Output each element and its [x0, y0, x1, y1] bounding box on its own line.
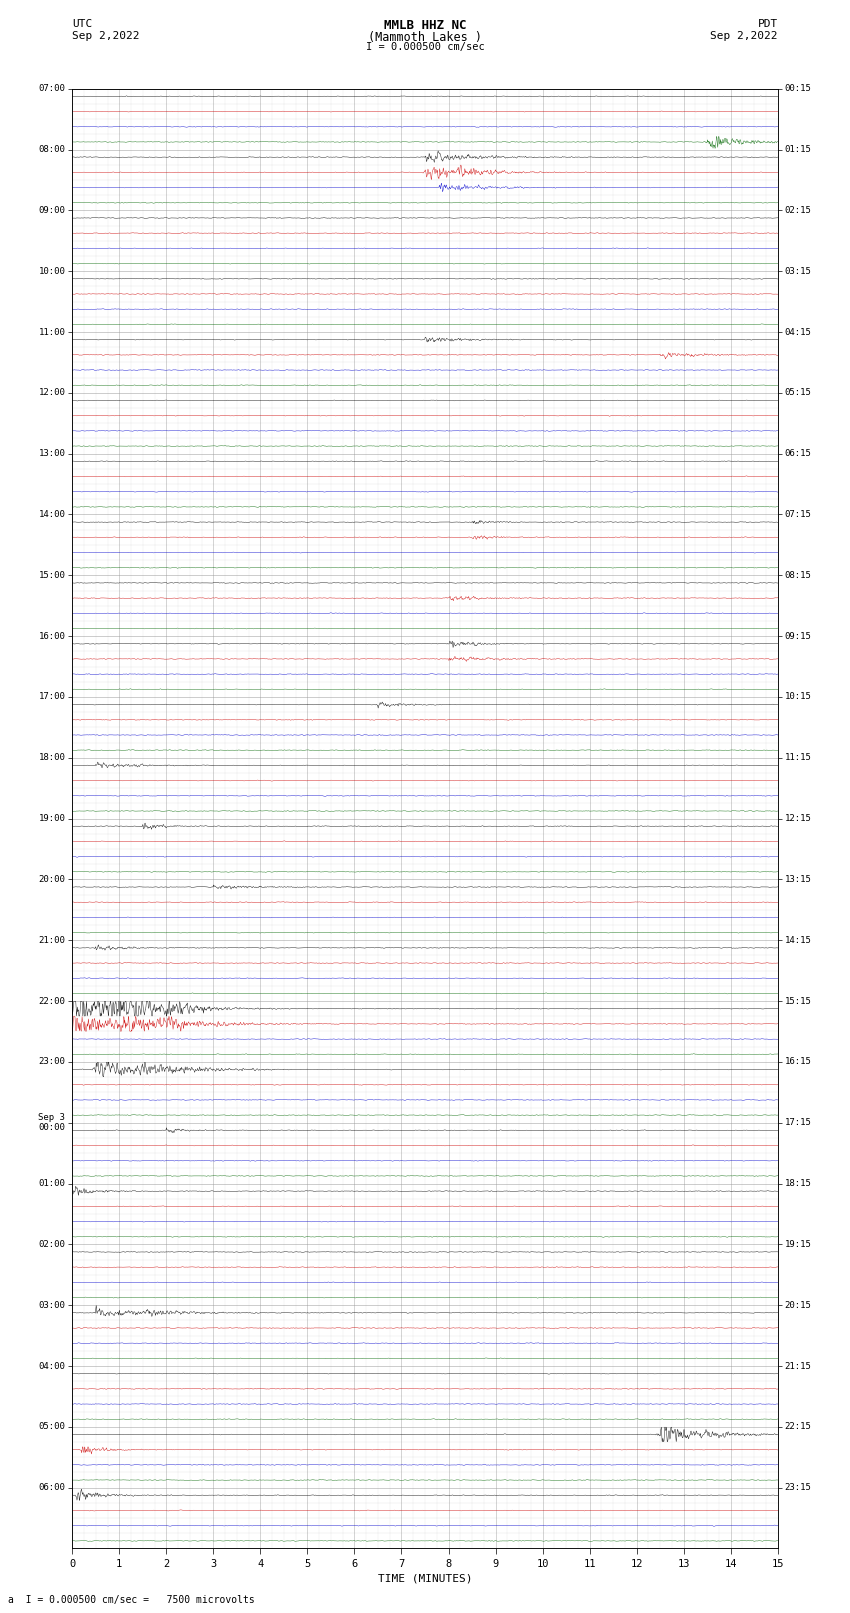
- Text: PDT: PDT: [757, 19, 778, 29]
- Text: MMLB HHZ NC: MMLB HHZ NC: [383, 19, 467, 32]
- Text: I = 0.000500 cm/sec: I = 0.000500 cm/sec: [366, 42, 484, 52]
- X-axis label: TIME (MINUTES): TIME (MINUTES): [377, 1573, 473, 1582]
- Text: a  I = 0.000500 cm/sec =   7500 microvolts: a I = 0.000500 cm/sec = 7500 microvolts: [8, 1595, 255, 1605]
- Text: UTC: UTC: [72, 19, 93, 29]
- Text: Sep 2,2022: Sep 2,2022: [711, 31, 778, 40]
- Text: Sep 2,2022: Sep 2,2022: [72, 31, 139, 40]
- Text: (Mammoth Lakes ): (Mammoth Lakes ): [368, 31, 482, 44]
